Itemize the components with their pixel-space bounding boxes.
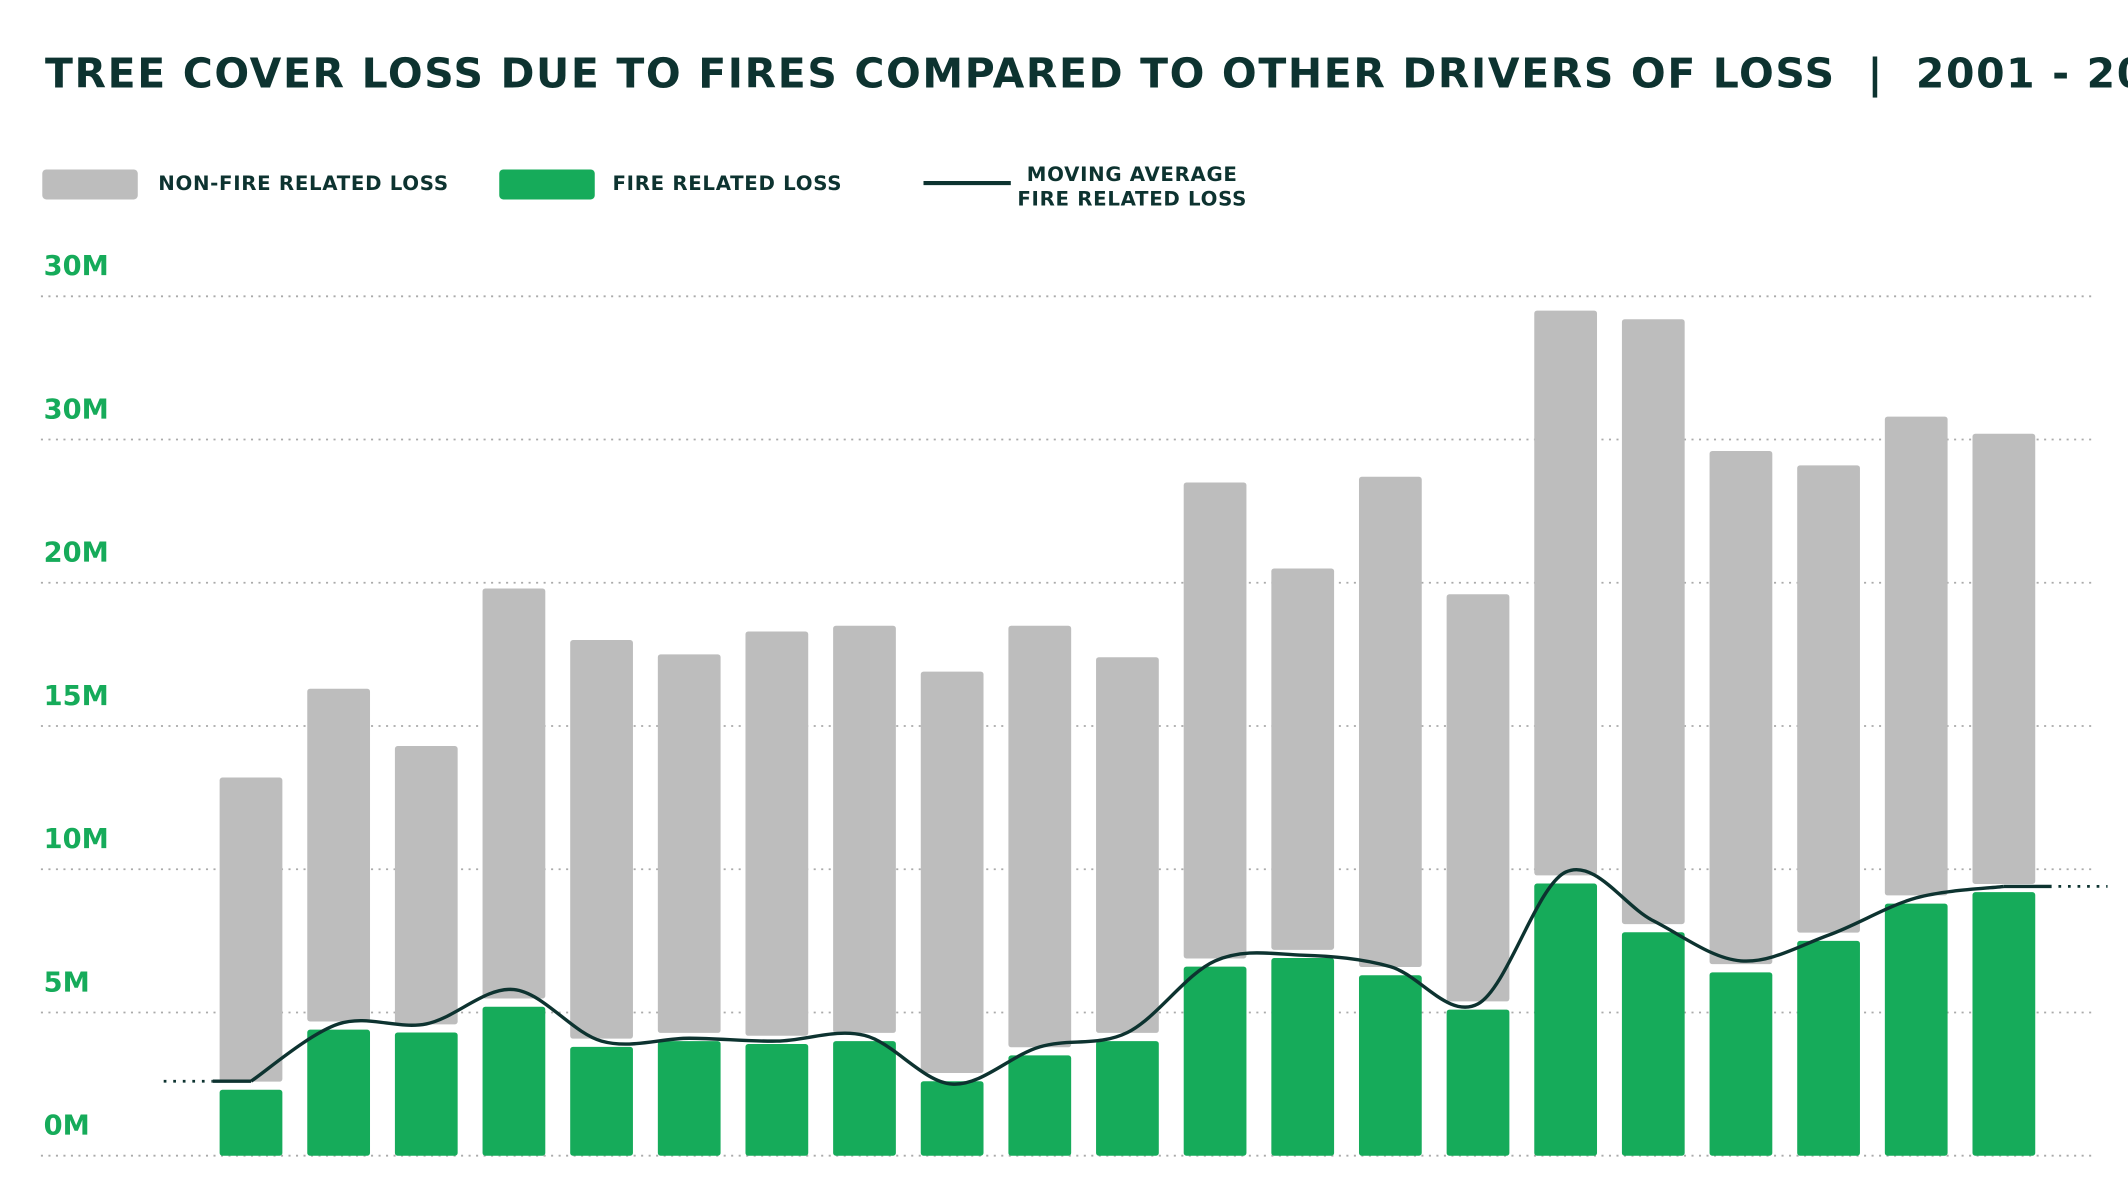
chart-title: TREE COVER LOSS DUE TO FIRES COMPARED TO… [45, 50, 2128, 99]
bar-non-fire [219, 777, 283, 1082]
bar-non-fire [570, 640, 633, 1039]
bar-fire [833, 1041, 896, 1156]
bar-fire [482, 1006, 546, 1156]
y-tick-label: 5M [44, 967, 90, 998]
bar-fire [1446, 1009, 1510, 1156]
bar-non-fire [1621, 319, 1685, 925]
text-line: FIRE RELATED LOSS [1017, 187, 1247, 210]
y-tick-label: 20M [44, 538, 109, 569]
bar-non-fire [1096, 657, 1159, 1033]
bar-fire [1797, 940, 1860, 1156]
bar-non-fire [1709, 450, 1773, 965]
bar-fire [1621, 932, 1685, 1156]
bar-fire [1008, 1055, 1072, 1156]
legend-swatch [42, 169, 138, 200]
bar-fire [1096, 1041, 1159, 1156]
bar-fire [394, 1032, 458, 1156]
bar-fire [307, 1029, 371, 1156]
bar-non-fire [482, 588, 546, 999]
bar-fire [745, 1043, 809, 1156]
bar-non-fire [1183, 482, 1247, 959]
bar-non-fire [1797, 465, 1860, 933]
bar-non-fire [833, 625, 896, 1033]
bar-non-fire [920, 671, 984, 1074]
text-line: MOVING AVERAGE [1027, 162, 1238, 185]
legend-label: NON-FIRE RELATED LOSS [158, 172, 449, 195]
bar-fire [1709, 972, 1773, 1156]
bar-non-fire [1534, 310, 1598, 876]
bar-non-fire [1884, 416, 1948, 896]
bar-fire [1972, 892, 2036, 1156]
bar-non-fire [1271, 568, 1335, 950]
y-tick-label: 15M [44, 681, 109, 712]
bar-non-fire [657, 654, 721, 1033]
moving-average-line [250, 868, 2005, 1086]
bar-non-fire [1358, 476, 1422, 968]
bar-fire [1534, 883, 1598, 1156]
bar-fire [920, 1081, 984, 1156]
bar-non-fire [1008, 625, 1072, 1048]
bar-fire [1271, 958, 1335, 1156]
bar-fire [219, 1089, 283, 1156]
bar-non-fire [307, 688, 371, 1022]
bar-fire [657, 1041, 721, 1156]
y-tick-label: 10M [44, 824, 109, 855]
y-tick-label: 0M [44, 1111, 90, 1142]
bar-fire [1183, 966, 1247, 1156]
bar-non-fire [394, 746, 458, 1025]
bar-non-fire [745, 631, 809, 1036]
y-tick-label: 30M [44, 394, 109, 425]
bar-fire [1884, 903, 1948, 1156]
legend-label: MOVING AVERAGE FIRE RELATED LOSS [1017, 162, 1247, 210]
y-tick-label: 30M [44, 251, 109, 282]
legend-label: FIRE RELATED LOSS [612, 172, 842, 195]
bar-non-fire [1972, 433, 2036, 884]
legend-swatch [499, 169, 595, 200]
bar-non-fire [1446, 594, 1510, 1002]
bar-fire [1358, 975, 1422, 1156]
bar-fire [570, 1046, 633, 1156]
